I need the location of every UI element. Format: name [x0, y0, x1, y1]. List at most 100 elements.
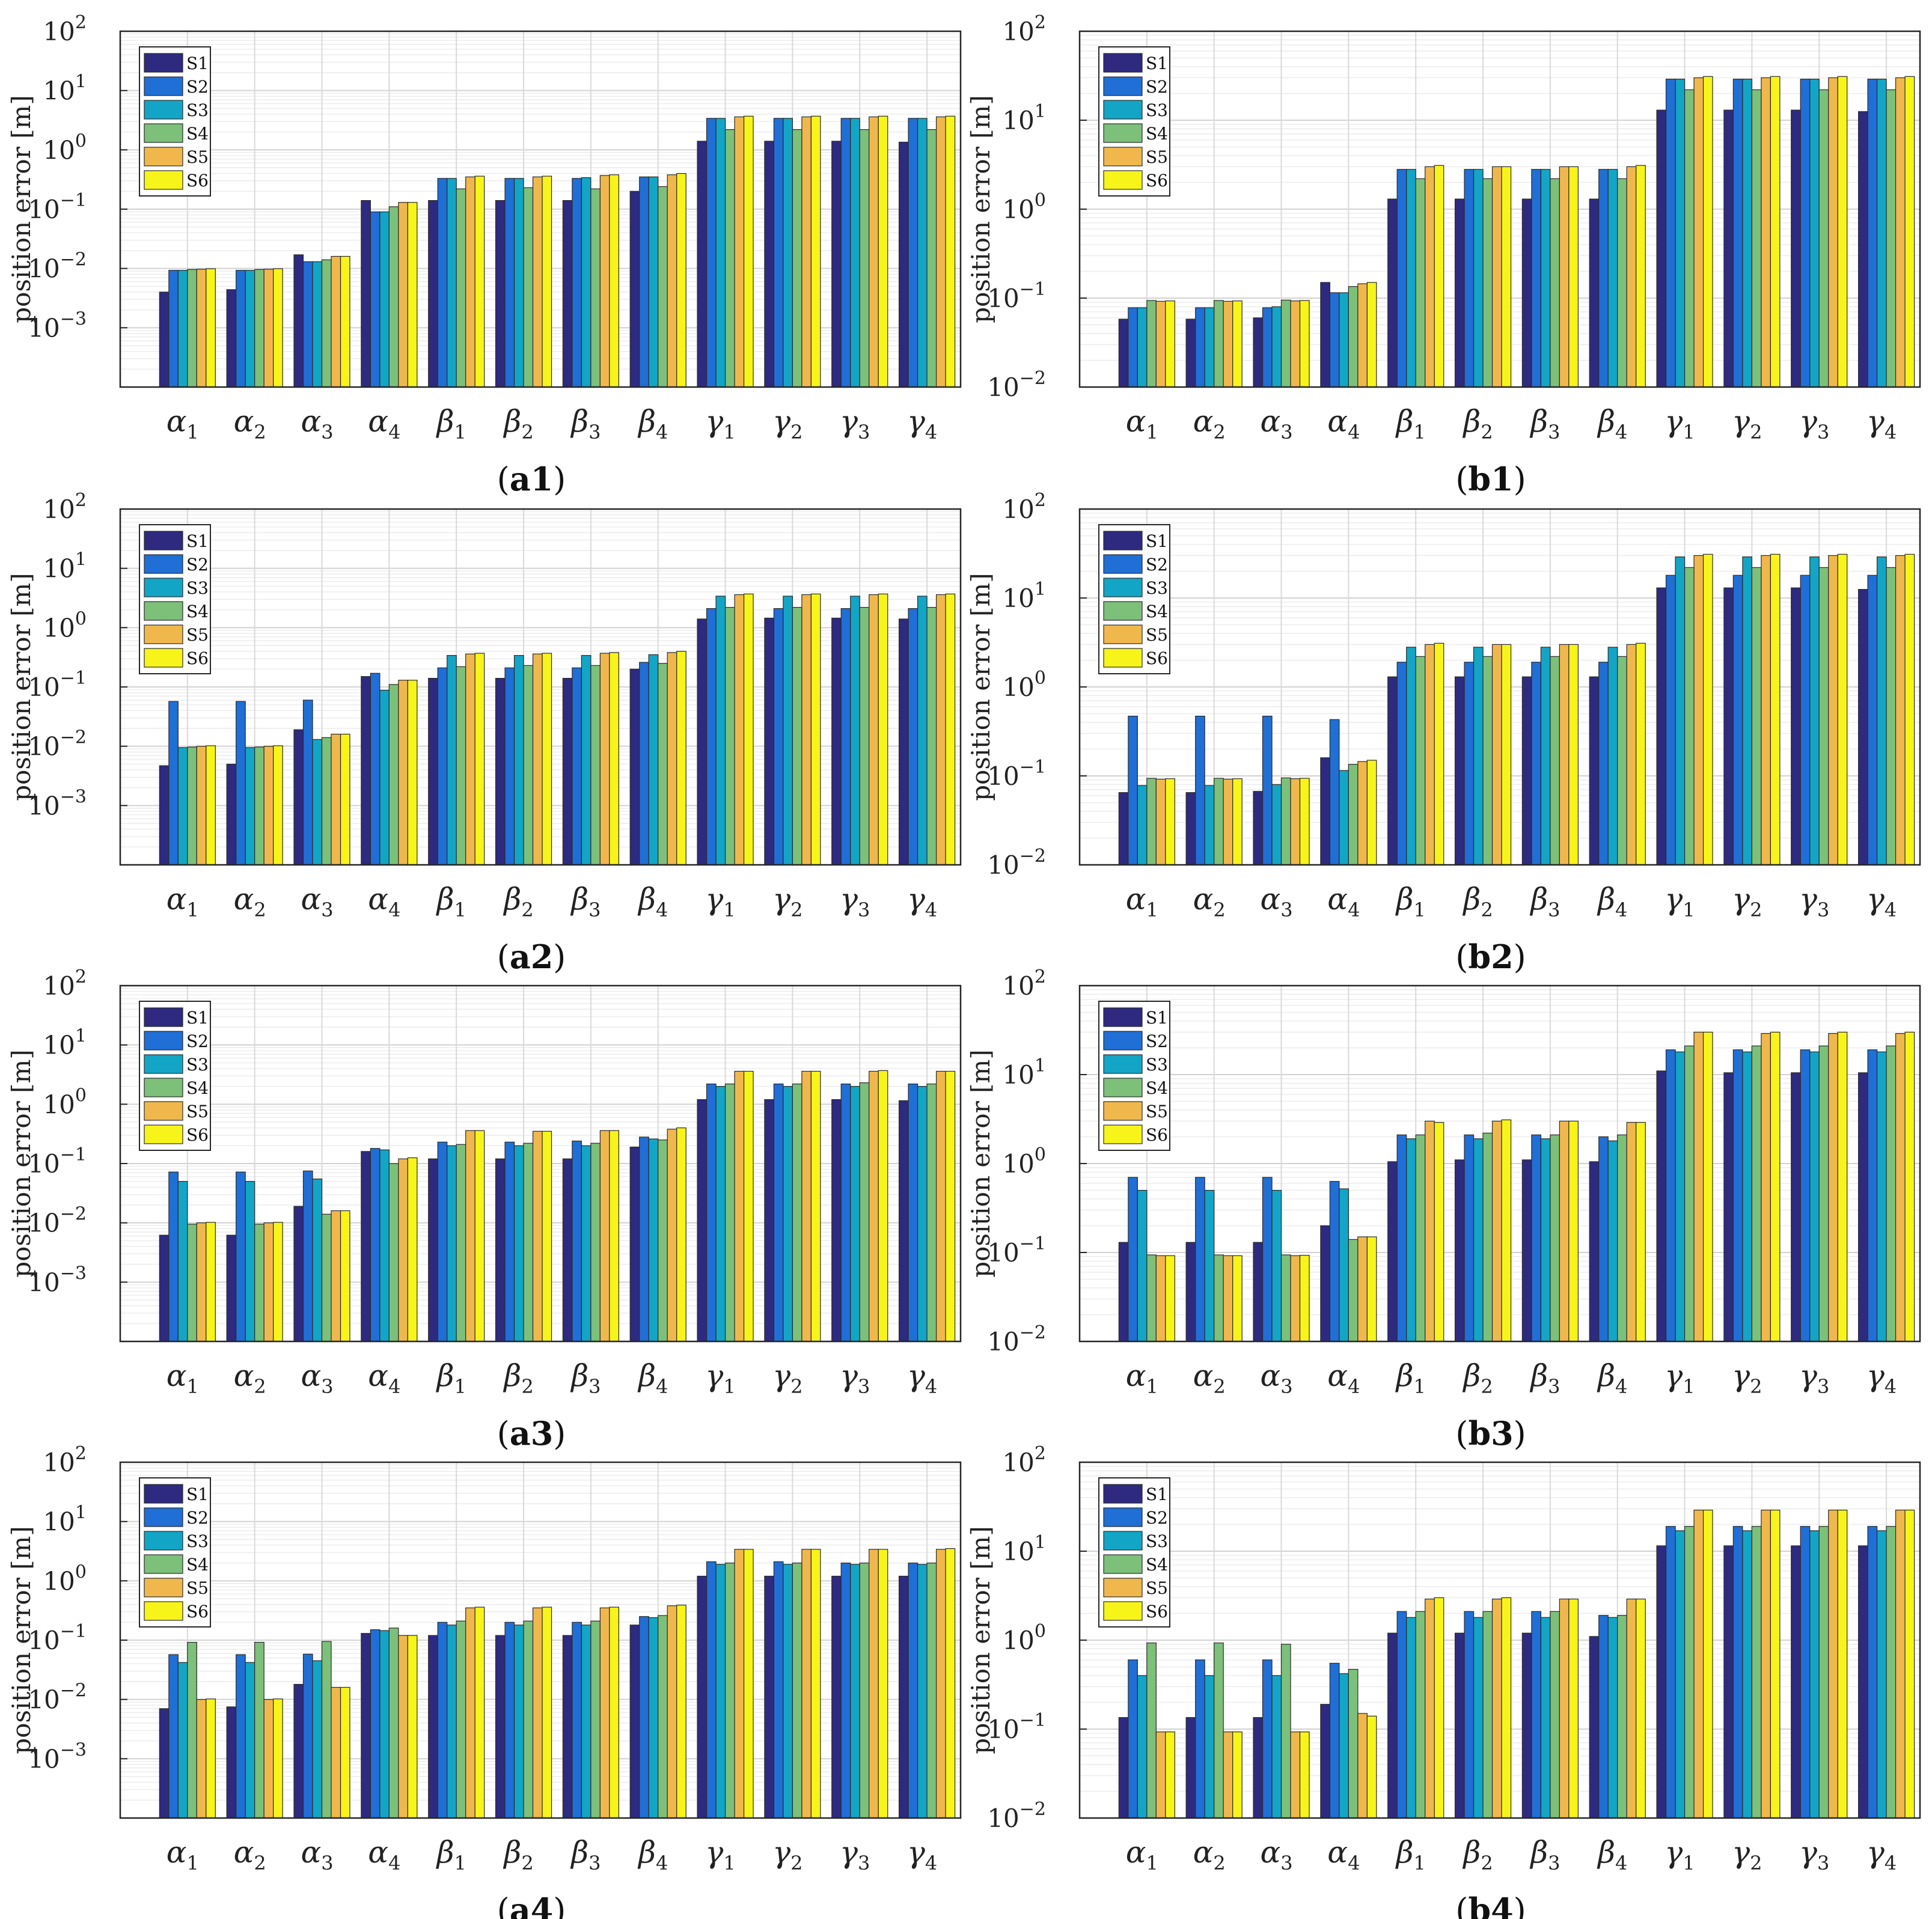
x-tick-label: β3 — [570, 1358, 601, 1398]
y-axis-label: position error [m] — [7, 95, 36, 323]
panel-caption: (a2) — [497, 938, 566, 976]
bar-s4-10 — [792, 606, 802, 865]
bar-s2-4 — [370, 211, 381, 388]
bar-s5-11 — [869, 594, 879, 865]
bar-s6-3 — [1299, 778, 1310, 865]
bar-s2-7 — [1531, 169, 1541, 388]
bar-s1-7 — [1521, 676, 1532, 865]
bar-s3-7 — [1540, 1617, 1551, 1819]
legend-swatch-s4 — [144, 1078, 183, 1097]
bar-s6-4 — [407, 1635, 418, 1819]
bar-s2-8 — [1598, 169, 1609, 388]
bar-s2-5 — [437, 1622, 448, 1819]
bar-s1-5 — [428, 1158, 438, 1342]
bar-s1-10 — [1723, 1545, 1734, 1819]
bar-s5-9 — [734, 594, 745, 865]
bar-s2-1 — [1128, 715, 1138, 865]
bar-s3-11 — [1809, 1051, 1820, 1342]
bar-s2-9 — [706, 1561, 717, 1819]
bar-s5-1 — [1155, 1255, 1166, 1342]
bar-s2-3 — [1262, 307, 1273, 388]
bar-s5-4 — [398, 1635, 408, 1819]
legend-label-s6: S6 — [1146, 171, 1168, 191]
x-tick-label: α1 — [167, 882, 199, 921]
bar-s3-6 — [1473, 1138, 1484, 1342]
x-tick-label: α2 — [1193, 1835, 1226, 1875]
bar-s6-6 — [1501, 644, 1512, 865]
bar-s4-7 — [590, 1620, 601, 1819]
bar-s4-8 — [658, 1140, 668, 1342]
bar-s6-7 — [609, 174, 619, 388]
bar-s2-11 — [1800, 78, 1811, 388]
bar-s3-6 — [513, 178, 524, 388]
bar-s3-6 — [513, 654, 524, 865]
bar-s1-6 — [495, 1158, 506, 1342]
bar-s4-5 — [1415, 1134, 1426, 1342]
x-tick-label: β2 — [503, 1835, 533, 1875]
legend-label-s5: S5 — [186, 1578, 209, 1598]
panel-caption: (b4) — [1455, 1891, 1526, 1919]
x-tick-label: γ1 — [705, 882, 735, 921]
bar-s2-11 — [1800, 1526, 1811, 1819]
bar-s2-3 — [1262, 715, 1273, 865]
y-tick-label: 102 — [43, 966, 87, 1001]
bar-s3-3 — [1271, 306, 1282, 388]
bar-s6-6 — [542, 1606, 552, 1819]
bar-s6-3 — [340, 733, 350, 865]
chart-b4: 10−2 10−1 100 101 102 position error [m] α1 α2 α… — [966, 1443, 1921, 1919]
bar-s4-10 — [792, 1563, 802, 1819]
bar-s1-1 — [1118, 1242, 1129, 1342]
x-tick-label: α3 — [1260, 1835, 1292, 1875]
bar-s3-7 — [581, 1625, 592, 1819]
bar-s6-7 — [1568, 644, 1579, 865]
y-tick-label: 10−2 — [28, 249, 87, 284]
bar-s6-2 — [273, 268, 283, 388]
bar-s5-9 — [1693, 555, 1704, 865]
bar-s4-12 — [1886, 567, 1897, 865]
bar-s6-1 — [206, 1698, 216, 1819]
x-tick-label: β2 — [503, 882, 533, 921]
x-tick-label: α3 — [301, 882, 333, 921]
bar-s5-2 — [263, 269, 274, 388]
bar-s2-10 — [773, 1083, 784, 1342]
x-tick-label: γ3 — [1799, 1358, 1829, 1398]
bar-s1-11 — [1791, 587, 1801, 865]
bar-s3-7 — [581, 177, 592, 388]
legend-swatch-s5 — [144, 1578, 183, 1597]
bar-s6-8 — [1636, 165, 1646, 388]
bar-s1-2 — [226, 289, 237, 388]
bar-s3-2 — [1204, 307, 1215, 388]
bar-s5-10 — [801, 594, 812, 865]
bar-s6-6 — [1501, 1597, 1512, 1819]
bar-s3-5 — [1406, 1617, 1416, 1819]
bar-s3-4 — [1339, 1673, 1349, 1819]
bar-s1-5 — [1387, 1161, 1398, 1342]
y-tick-label: 10−3 — [28, 1263, 87, 1297]
bar-s2-6 — [1464, 1134, 1475, 1342]
bar-s6-8 — [1636, 1598, 1646, 1819]
bar-s6-1 — [1165, 1255, 1175, 1342]
bar-s2-12 — [908, 118, 919, 388]
bar-s3-2 — [245, 1662, 255, 1819]
bar-s6-3 — [1299, 1731, 1310, 1819]
bar-s1-6 — [1454, 198, 1465, 388]
bar-s1-11 — [1791, 1072, 1801, 1342]
bar-s3-10 — [1742, 1051, 1752, 1342]
bar-s4-10 — [1751, 1045, 1762, 1342]
bar-s6-4 — [1366, 1236, 1377, 1342]
bar-s4-12 — [926, 129, 937, 388]
bar-s1-4 — [1320, 757, 1330, 865]
bar-s4-7 — [590, 665, 601, 865]
legend-swatch-s3 — [144, 1531, 183, 1551]
bar-s6-11 — [878, 115, 888, 388]
panel-caption: (a1) — [497, 460, 566, 498]
bar-s6-7 — [1568, 166, 1579, 388]
x-tick-label: γ3 — [840, 1835, 870, 1875]
y-axis-label: position error [m] — [966, 1049, 995, 1277]
y-tick-label: 102 — [43, 12, 87, 46]
x-tick-label: γ1 — [705, 1835, 735, 1875]
bar-s6-3 — [1299, 300, 1310, 388]
bar-s4-2 — [254, 1224, 264, 1342]
bar-s5-10 — [1761, 555, 1771, 865]
y-tick-label: 101 — [1002, 101, 1046, 135]
